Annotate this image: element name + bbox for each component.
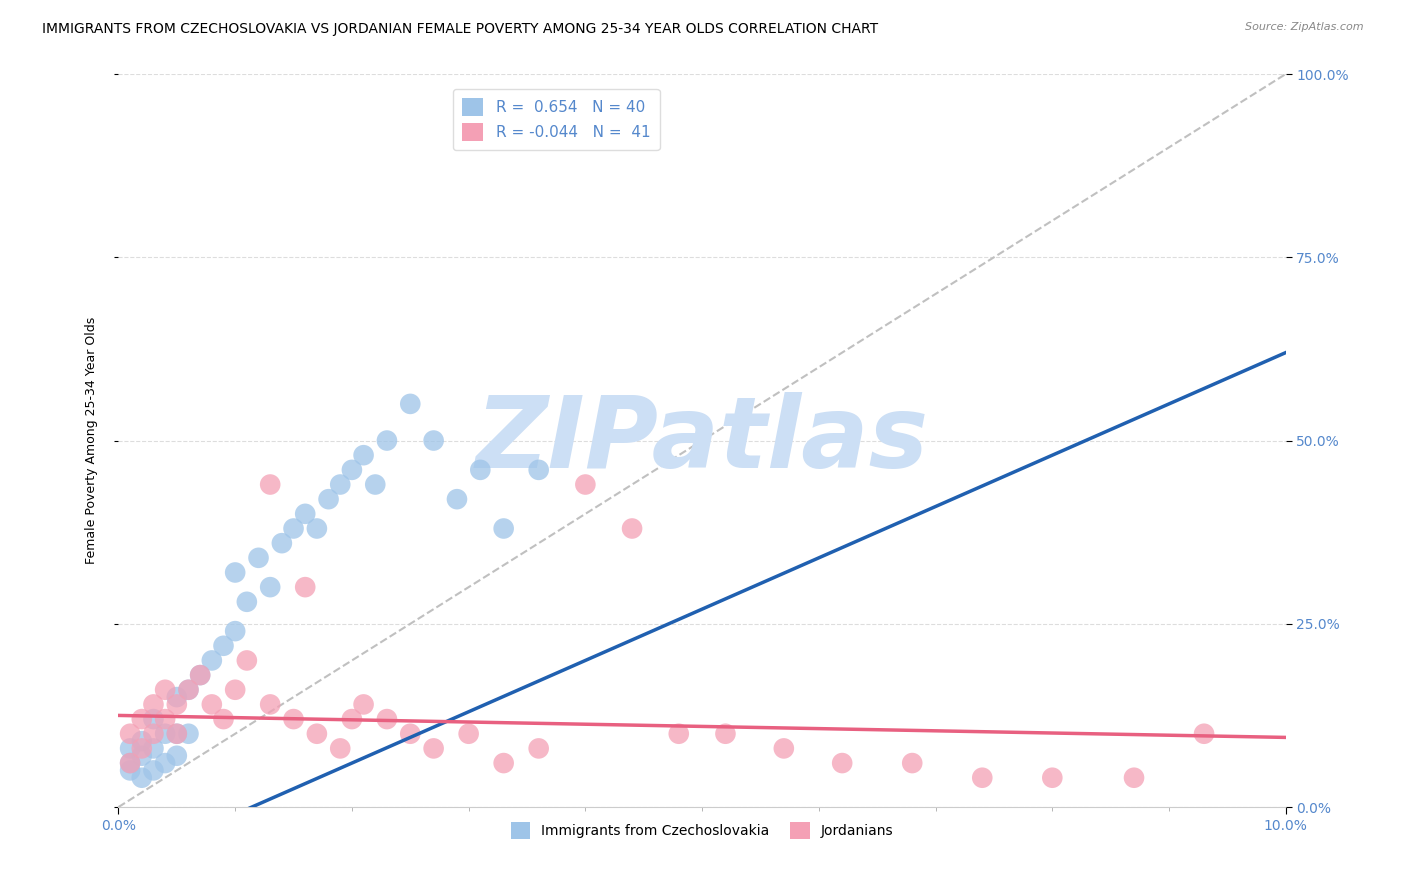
Point: [131, 712, 153, 726]
Point: [131, 771, 153, 785]
Point: [972, 771, 994, 785]
Point: [153, 712, 176, 726]
Point: [353, 698, 375, 712]
Point: [188, 668, 211, 682]
Point: [259, 477, 281, 491]
Point: [329, 741, 352, 756]
Point: [527, 463, 550, 477]
Point: [375, 712, 398, 726]
Point: [1192, 727, 1215, 741]
Point: [470, 463, 492, 477]
Point: [364, 477, 387, 491]
Point: [177, 727, 200, 741]
Point: [270, 536, 292, 550]
Text: IMMIGRANTS FROM CZECHOSLOVAKIA VS JORDANIAN FEMALE POVERTY AMONG 25-34 YEAR OLDS: IMMIGRANTS FROM CZECHOSLOVAKIA VS JORDAN…: [42, 22, 879, 37]
Point: [422, 741, 444, 756]
Point: [492, 756, 515, 770]
Point: [457, 727, 479, 741]
Point: [142, 741, 165, 756]
Point: [120, 741, 142, 756]
Point: [621, 521, 644, 535]
Point: [329, 477, 352, 491]
Point: [1040, 771, 1063, 785]
Point: [283, 521, 305, 535]
Point: [399, 727, 422, 741]
Point: [224, 624, 246, 639]
Point: [259, 698, 281, 712]
Point: [142, 712, 165, 726]
Point: [247, 550, 270, 565]
Point: [714, 727, 737, 741]
Point: [153, 727, 176, 741]
Point: [305, 727, 328, 741]
Point: [236, 595, 259, 609]
Point: [131, 741, 153, 756]
Point: [294, 507, 316, 521]
Point: [153, 682, 176, 697]
Point: [446, 492, 468, 507]
Point: [120, 756, 142, 770]
Point: [340, 712, 363, 726]
Point: [166, 698, 188, 712]
Point: [142, 698, 165, 712]
Point: [527, 741, 550, 756]
Point: [224, 566, 246, 580]
Point: [283, 712, 305, 726]
Point: [399, 397, 422, 411]
Point: [318, 492, 340, 507]
Text: ZIPatlas: ZIPatlas: [475, 392, 929, 489]
Point: [340, 463, 363, 477]
Point: [305, 521, 328, 535]
Point: [224, 682, 246, 697]
Point: [153, 756, 176, 770]
Point: [120, 764, 142, 778]
Point: [177, 682, 200, 697]
Point: [166, 727, 188, 741]
Point: [166, 727, 188, 741]
Point: [1123, 771, 1146, 785]
Text: Source: ZipAtlas.com: Source: ZipAtlas.com: [1246, 22, 1364, 32]
Point: [294, 580, 316, 594]
Point: [901, 756, 924, 770]
Point: [422, 434, 444, 448]
Point: [668, 727, 690, 741]
Point: [142, 727, 165, 741]
Point: [201, 653, 224, 667]
Point: [120, 756, 142, 770]
Point: [831, 756, 853, 770]
Point: [492, 521, 515, 535]
Point: [120, 727, 142, 741]
Point: [259, 580, 281, 594]
Legend: Immigrants from Czechoslovakia, Jordanians: Immigrants from Czechoslovakia, Jordania…: [505, 817, 898, 844]
Point: [201, 698, 224, 712]
Point: [212, 712, 235, 726]
Point: [166, 748, 188, 763]
Point: [574, 477, 596, 491]
Y-axis label: Female Poverty Among 25-34 Year Olds: Female Poverty Among 25-34 Year Olds: [86, 317, 98, 564]
Point: [177, 682, 200, 697]
Point: [212, 639, 235, 653]
Point: [236, 653, 259, 667]
Point: [353, 448, 375, 462]
Point: [166, 690, 188, 705]
Point: [772, 741, 794, 756]
Point: [375, 434, 398, 448]
Point: [131, 748, 153, 763]
Point: [142, 764, 165, 778]
Point: [131, 734, 153, 748]
Point: [188, 668, 211, 682]
